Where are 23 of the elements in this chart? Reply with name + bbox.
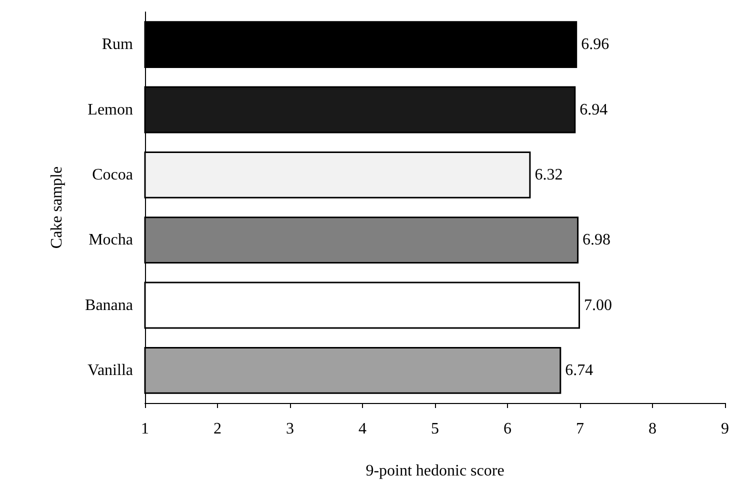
y-tick-label: Rum [102, 36, 134, 54]
x-tick-label: 9 [721, 420, 729, 438]
x-tick-label: 4 [358, 420, 366, 438]
x-tick-label: 6 [504, 420, 512, 438]
x-tick-label: 2 [214, 420, 222, 438]
data-label: 6.98 [582, 232, 611, 249]
x-tick-label: 8 [648, 420, 656, 438]
x-tick-label: 3 [286, 420, 294, 438]
data-label: 6.74 [565, 362, 594, 379]
x-tick-label: 5 [431, 420, 439, 438]
data-label: 7.00 [584, 296, 612, 314]
data-label: 6.32 [534, 166, 563, 184]
y-tick-label: Cocoa [92, 166, 133, 184]
y-tick-label: Banana [85, 296, 133, 314]
y-tick-label: Lemon [88, 101, 133, 118]
data-label: 6.94 [580, 101, 608, 118]
x-tick-label: 7 [576, 420, 584, 438]
y-tick-label: Mocha [88, 232, 133, 249]
y-tick-label: Vanilla [88, 362, 133, 379]
x-tick-label: 1 [141, 420, 149, 438]
x-axis-title: 9-point hedonic score [366, 462, 504, 480]
y-axis-title: Cake sample [48, 166, 66, 249]
data-label: 6.96 [581, 36, 610, 54]
